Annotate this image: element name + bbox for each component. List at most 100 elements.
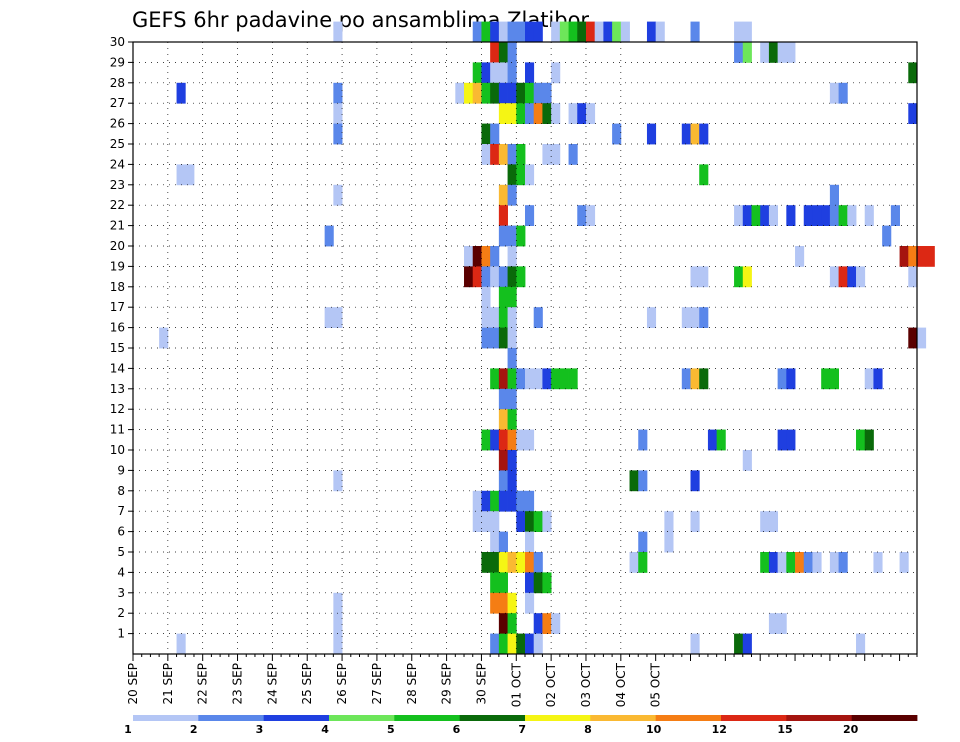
- y-tick-label: 27: [110, 96, 125, 110]
- heatmap-cell: [481, 123, 491, 145]
- heatmap-cell: [455, 82, 465, 104]
- x-tick-label: 04 OCT: [614, 662, 628, 707]
- heatmap-cell: [568, 144, 578, 165]
- heatmap-cell: [498, 286, 508, 308]
- heatmap-cell: [559, 368, 569, 390]
- x-tick-label: 28 SEP: [405, 663, 419, 705]
- heatmap-cell: [908, 266, 918, 288]
- heatmap-cell: [829, 205, 839, 226]
- heatmap-cell: [507, 103, 517, 124]
- heatmap-cell: [760, 42, 770, 63]
- heatmap-cell: [516, 82, 526, 104]
- heatmap-cell: [507, 613, 517, 634]
- heatmap-cell: [481, 144, 491, 165]
- heatmap-cell: [768, 42, 779, 63]
- heatmap-cell: [481, 286, 491, 308]
- heatmap-cell: [490, 144, 500, 165]
- heatmap-cell: [507, 225, 517, 247]
- heatmap-cell: [829, 82, 839, 104]
- y-tick-label: 18: [110, 280, 125, 294]
- heatmap-cell: [917, 327, 927, 349]
- heatmap-cell: [507, 409, 517, 430]
- heatmap-cell: [734, 266, 744, 288]
- heatmap-cell: [812, 205, 822, 226]
- heatmap-cell: [742, 205, 752, 226]
- y-tick-label: 26: [110, 117, 125, 131]
- heatmap-cell: [690, 633, 700, 655]
- heatmap-cell: [516, 225, 526, 247]
- y-tick-label: 28: [110, 76, 125, 90]
- heatmap-cell: [498, 409, 508, 430]
- heatmap-cell: [664, 511, 674, 532]
- heatmap-cell: [847, 266, 857, 288]
- heatmap-cell: [176, 82, 186, 104]
- heatmap-cell: [472, 21, 482, 43]
- heatmap-cell: [481, 266, 491, 288]
- heatmap-cell: [525, 633, 535, 655]
- heatmap-cell: [734, 21, 744, 43]
- heatmap-cell: [333, 307, 343, 328]
- heatmap-cell: [490, 62, 500, 84]
- heatmap-cell: [542, 572, 552, 594]
- x-tick-label: 27 SEP: [370, 663, 384, 705]
- x-tick-label: 26 SEP: [335, 663, 349, 705]
- heatmap-cell: [498, 225, 508, 247]
- y-tick-label: 14: [110, 361, 125, 375]
- y-tick-label: 1: [117, 627, 125, 641]
- y-tick-label: 30: [110, 35, 125, 49]
- heatmap-cell: [786, 42, 796, 63]
- heatmap-cell: [333, 21, 343, 43]
- heatmap-cell: [481, 21, 491, 43]
- colorbar-label: 6: [453, 723, 461, 736]
- heatmap-cell: [690, 470, 700, 492]
- heatmap-cell: [481, 307, 491, 328]
- heatmap-cell: [699, 368, 709, 390]
- y-tick-label: 19: [110, 259, 125, 273]
- y-tick-label: 11: [110, 423, 125, 437]
- heatmap-cell: [498, 470, 508, 492]
- heatmap-cell: [585, 21, 596, 43]
- heatmap-cell: [777, 429, 787, 451]
- heatmap-cell: [481, 511, 491, 532]
- colorbar-swatch: [263, 715, 330, 721]
- heatmap-cell: [481, 327, 491, 349]
- heatmap-cell: [925, 246, 935, 267]
- y-tick-label: 15: [110, 341, 125, 355]
- colorbar-swatch: [133, 715, 199, 721]
- heatmap-cell: [742, 21, 752, 43]
- heatmap-cell: [464, 266, 474, 288]
- heatmap-cell: [498, 42, 508, 63]
- heatmap-cell: [690, 368, 700, 390]
- heatmap-cell: [324, 307, 334, 328]
- x-tick-label: 01 OCT: [509, 662, 523, 707]
- heatmap-cell: [481, 552, 491, 573]
- y-tick-label: 8: [117, 484, 125, 498]
- heatmap-cell: [525, 592, 535, 614]
- heatmap-cell: [516, 144, 526, 165]
- y-tick-label: 13: [110, 382, 125, 396]
- heatmap-cell: [333, 613, 343, 634]
- heatmap-cell: [472, 62, 482, 84]
- heatmap-cell: [690, 511, 700, 532]
- heatmap-cell: [768, 205, 779, 226]
- heatmap-cell: [481, 429, 491, 451]
- heatmap-cell: [716, 429, 726, 451]
- heatmap-cell: [525, 511, 535, 532]
- colorbar-swatch: [655, 715, 722, 721]
- heatmap-cell: [525, 368, 535, 390]
- heatmap-cell: [768, 511, 779, 532]
- heatmap-cell: [664, 531, 674, 553]
- heatmap-cell: [498, 184, 508, 206]
- heatmap-cell: [542, 368, 552, 390]
- heatmap-cell: [533, 613, 543, 634]
- heatmap-cell: [638, 531, 648, 553]
- heatmap-cell: [507, 286, 517, 308]
- heatmap-cell: [829, 184, 839, 206]
- colorbar-label: 7: [518, 723, 526, 736]
- heatmap-cell: [899, 552, 909, 573]
- heatmap-cell: [559, 21, 569, 43]
- y-tick-label: 17: [110, 300, 125, 314]
- heatmap-cell: [333, 184, 343, 206]
- heatmap-cell: [551, 21, 561, 43]
